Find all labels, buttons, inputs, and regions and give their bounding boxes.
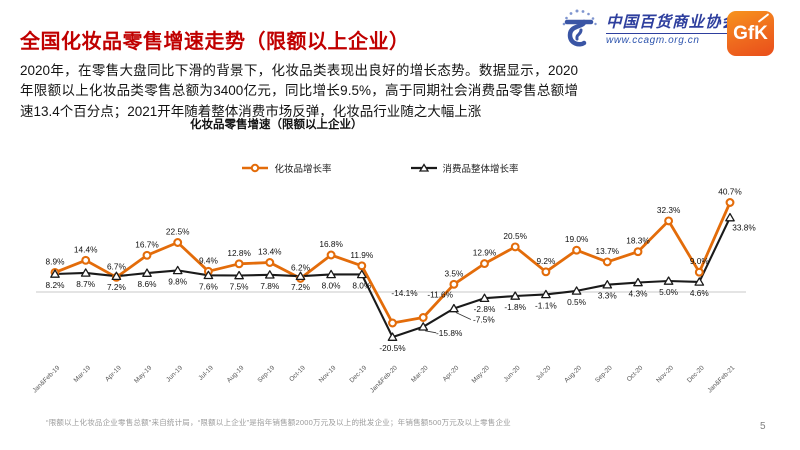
svg-text:Jul-20: Jul-20 [535,364,553,382]
cosmetics-line-marker-icon [242,163,269,173]
legend-label-overall: 消费品整体增长率 [442,164,519,175]
gfk-slash-icon [757,13,770,23]
svg-text:Apr-19: Apr-19 [104,364,123,383]
association-url: www.ccagm.org.cn [606,32,739,47]
svg-text:12.9%: 12.9% [473,248,497,258]
page-title: 全国化妆品零售增速走势（限额以上企业） [20,31,410,54]
gfk-logo-label: GfK [733,22,768,44]
svg-text:32.3%: 32.3% [657,205,681,215]
svg-text:-15.8%: -15.8% [436,328,463,338]
svg-text:8.0%: 8.0% [322,280,342,290]
svg-text:Jun-20: Jun-20 [503,364,522,383]
gfk-logo: GfK [727,11,774,56]
svg-text:7.2%: 7.2% [107,282,127,292]
svg-text:0.5%: 0.5% [567,297,587,307]
svg-text:-20.5%: -20.5% [379,343,406,353]
svg-text:7.6%: 7.6% [199,281,219,291]
svg-text:19.0%: 19.0% [565,234,589,244]
svg-text:5.0%: 5.0% [659,287,679,297]
page-number: 5 [760,421,766,432]
legend-item-overall: 消费品整体增长率 [410,161,519,175]
overall-line-marker-icon [410,163,437,172]
legend-item-cosmetics: 化妆品增长率 [241,161,332,175]
svg-text:Aug-19: Aug-19 [226,364,246,384]
svg-text:3.5%: 3.5% [444,268,464,278]
svg-text:4.3%: 4.3% [629,289,649,299]
svg-text:40.7%: 40.7% [718,187,742,197]
svg-text:Oct-20: Oct-20 [626,364,645,383]
svg-text:22.5%: 22.5% [166,227,190,237]
svg-text:33.8%: 33.8% [732,223,756,233]
svg-text:7.2%: 7.2% [291,282,311,292]
svg-text:6.2%: 6.2% [291,262,311,272]
association-name: 中国百货商业协会 [606,13,739,31]
chart-title: 化妆品零售增速（限额以上企业） [190,119,363,131]
svg-text:Aug-20: Aug-20 [563,364,583,384]
svg-text:May-20: May-20 [471,364,492,385]
footer-note: “限额以上化妆品企业零售总额”来自统计局，“限额以上企业”是指年销售额2000万… [46,418,511,427]
svg-text:Dec-19: Dec-19 [348,364,368,384]
svg-text:-14.1%: -14.1% [391,288,418,298]
svg-text:13.7%: 13.7% [596,246,620,256]
svg-text:11.9%: 11.9% [350,250,374,260]
svg-text:-2.8%: -2.8% [474,304,496,314]
svg-text:Dec-20: Dec-20 [686,364,706,384]
svg-text:Jun-19: Jun-19 [165,364,184,383]
svg-text:Apr-20: Apr-20 [442,364,461,383]
svg-text:6.7%: 6.7% [107,261,127,271]
svg-text:7.8%: 7.8% [260,281,280,291]
svg-text:Sep-20: Sep-20 [594,364,614,384]
svg-text:16.8%: 16.8% [319,239,343,249]
svg-text:Nov-20: Nov-20 [655,364,675,384]
svg-text:8.7%: 8.7% [76,279,96,289]
svg-text:Jan&Feb-19: Jan&Feb-19 [31,364,61,394]
svg-text:Mar-19: Mar-19 [73,364,93,384]
svg-text:8.2%: 8.2% [46,280,66,290]
svg-text:9.0%: 9.0% [690,256,710,266]
svg-text:18.3%: 18.3% [626,236,650,246]
svg-text:12.8%: 12.8% [227,248,251,258]
svg-text:Jan&Feb-21: Jan&Feb-21 [706,364,736,394]
svg-text:14.4%: 14.4% [74,244,98,254]
svg-text:3.3%: 3.3% [598,291,618,301]
svg-text:-11.6%: -11.6% [427,290,453,300]
svg-text:Oct-19: Oct-19 [288,364,307,383]
line-chart: Jan&Feb-19 Mar-19 Apr-19 May-19 Jun-19 Jul-19… [31,187,756,395]
svg-text:9.8%: 9.8% [168,276,188,286]
svg-text:4.6%: 4.6% [690,288,710,298]
svg-text:Jan&Feb-20: Jan&Feb-20 [369,364,399,394]
svg-text:May-19: May-19 [133,364,154,385]
svg-text:8.0%: 8.0% [352,280,372,290]
svg-text:9.4%: 9.4% [199,255,219,265]
svg-text:16.7%: 16.7% [135,239,159,249]
legend-label-cosmetics: 化妆品增长率 [274,164,332,175]
svg-text:8.9%: 8.9% [46,256,66,266]
body-text: 2020年，在零售大盘同比下滑的背景下，化妆品类表现出良好的增长态势。数据显示，… [20,62,578,119]
svg-text:Sep-19: Sep-19 [256,364,276,384]
svg-text:7.5%: 7.5% [230,282,250,292]
svg-text:13.4%: 13.4% [258,247,282,257]
association-logo: 中国百货商业协会 www.ccagm.org.cn [558,8,739,52]
svg-text:Mar-20: Mar-20 [410,364,430,384]
svg-text:-7.5%: -7.5% [473,315,495,325]
svg-text:20.5%: 20.5% [503,231,527,241]
svg-text:Jul-19: Jul-19 [197,364,215,382]
svg-text:8.6%: 8.6% [138,279,158,289]
svg-text:-1.1%: -1.1% [535,300,557,310]
association-logo-icon [562,9,597,47]
svg-text:9.2%: 9.2% [536,256,556,266]
chart-legend: 化妆品增长率 消费品整体增长率 [0,161,760,175]
svg-text:-1.8%: -1.8% [504,302,526,312]
svg-text:Nov-19: Nov-19 [318,364,338,384]
